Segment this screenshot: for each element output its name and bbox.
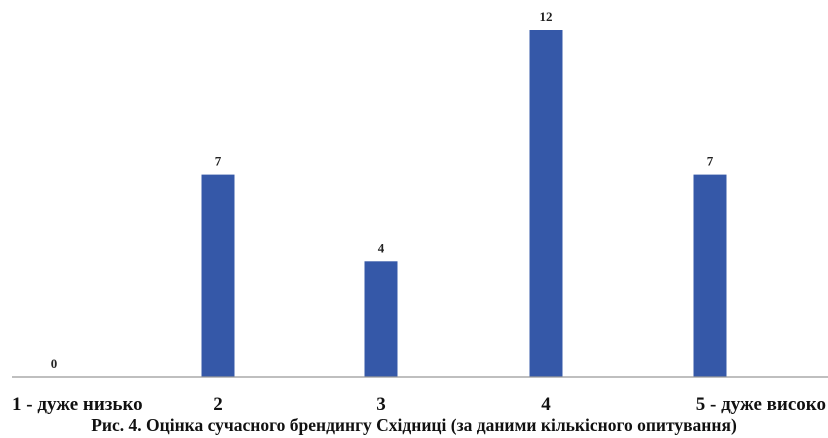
category-label-4: 4 [541,394,551,415]
category-label-3: 3 [376,394,386,415]
value-labels-group: 0 7 4 12 7 [51,9,714,371]
category-label-1: 1 - дуже низько [12,394,143,415]
figure-caption: Рис. 4. Оцінка сучасного брендингу Східн… [91,415,737,435]
category-label-2: 2 [213,394,223,415]
bar-4 [529,30,563,377]
data-label-4: 12 [540,9,553,24]
data-label-1: 0 [51,356,58,371]
bar-2 [201,174,235,377]
bar-3 [364,261,398,377]
category-labels-group: 1 - дуже низько 2 3 4 5 - дуже високо [12,394,826,415]
data-label-3: 4 [378,240,385,255]
bar-5 [693,174,727,377]
data-label-5: 7 [707,154,714,169]
category-label-5: 5 - дуже високо [696,394,826,415]
bars-group [201,30,727,377]
data-label-2: 7 [215,154,222,169]
